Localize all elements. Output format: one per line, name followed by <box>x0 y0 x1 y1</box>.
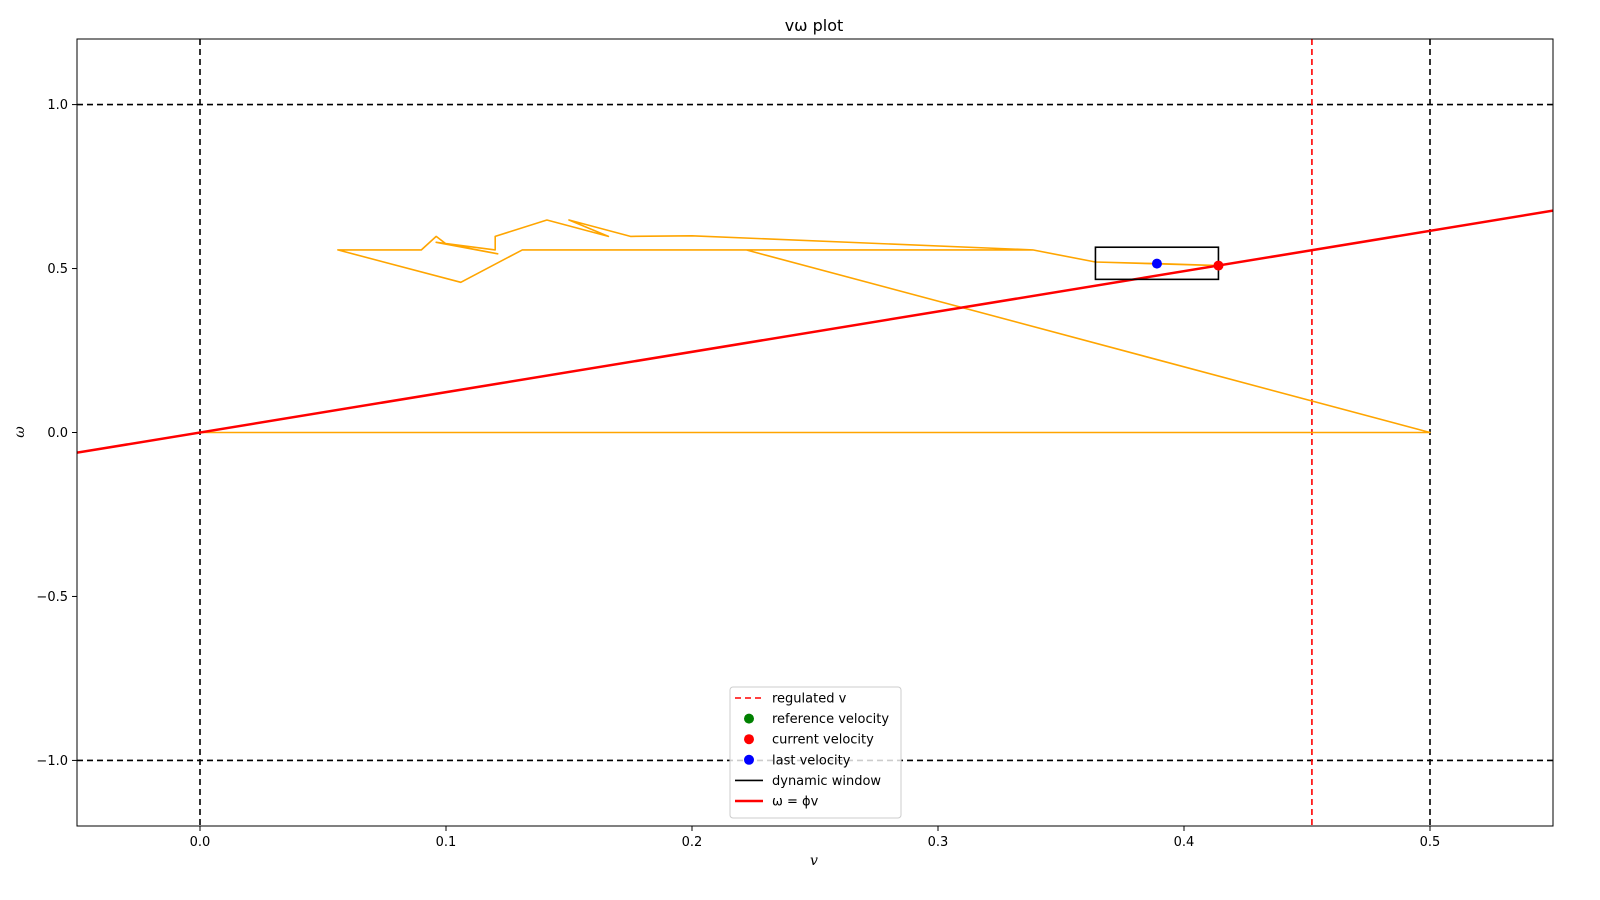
omega-phi-v-line <box>77 209 1553 454</box>
x-axis-label: v <box>810 853 818 869</box>
legend-label: reference velocity <box>772 712 889 727</box>
chart-title: vω plot <box>785 16 844 35</box>
legend-dot-swatch <box>744 734 754 745</box>
x-tick-label: 0.2 <box>682 835 703 850</box>
last-velocity-point <box>1151 258 1162 269</box>
y-tick-label: −0.5 <box>36 590 68 605</box>
x-tick-label: 0.1 <box>436 835 457 850</box>
y-tick-label: 0.5 <box>47 262 68 277</box>
legend-box <box>729 686 902 819</box>
x-tick-label: 0.4 <box>1174 835 1195 850</box>
velocity-trajectory-line <box>200 219 1431 434</box>
plot-clipped-group <box>77 39 1553 826</box>
y-axis-label: ω <box>12 426 28 438</box>
legend: regulated v reference velocity current vel… <box>729 686 902 819</box>
x-tick-label: 0.3 <box>928 835 949 850</box>
legend-label: dynamic window <box>772 774 881 789</box>
plot-area <box>77 39 1553 826</box>
legend-label: last velocity <box>772 753 851 768</box>
y-tick-label: 0.0 <box>47 426 68 441</box>
legend-dot-swatch <box>744 713 754 724</box>
y-tick-label: 1.0 <box>47 98 68 113</box>
legend-label: ω = ϕv <box>772 795 819 810</box>
current-velocity-point <box>1213 260 1224 271</box>
legend-label: regulated v <box>772 692 847 707</box>
axes: 0.0 0.1 0.2 0.3 0.4 0.5 −1.0 −0.5 0.0 0.5 1.0 <box>36 38 1554 850</box>
y-tick-label: −1.0 <box>36 754 68 769</box>
x-tick-label: 0.0 <box>190 835 211 850</box>
legend-dot-swatch <box>744 754 754 765</box>
legend-label: current velocity <box>772 733 874 748</box>
x-tick-label: 0.5 <box>1420 835 1441 850</box>
